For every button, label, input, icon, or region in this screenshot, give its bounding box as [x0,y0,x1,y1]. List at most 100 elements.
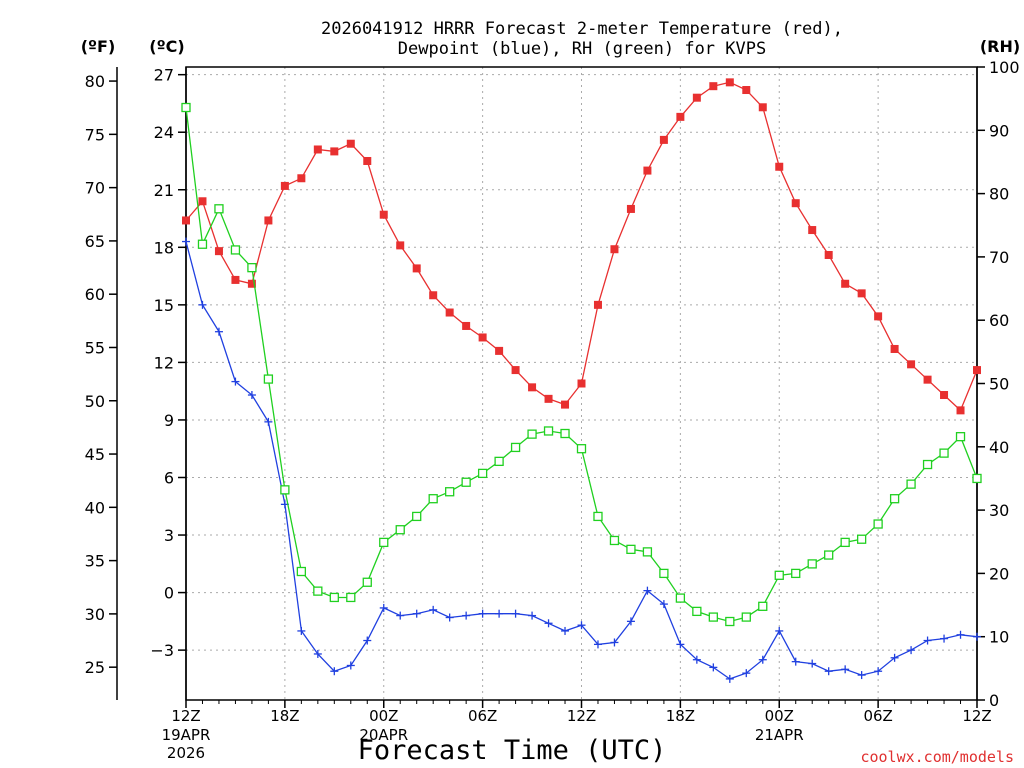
relative-humidity-point [560,428,570,439]
dewpoint-point [264,417,273,426]
relative-humidity-point [972,473,982,484]
relative-humidity-point [329,592,339,603]
rh-tick-label: 10 [989,628,1009,647]
temperature-point [857,289,866,298]
chart-title-line2: Dewpoint (blue), RH (green) for KVPS [398,39,766,59]
dewpoint-point [923,636,932,645]
temperature-point [824,250,833,259]
dewpoint-point [626,617,635,626]
x-tick-date-label: 20APR [359,726,408,744]
relative-humidity-point [692,606,702,617]
dewpoint-point [742,669,751,678]
temperature-point [198,197,207,206]
temperature-point [429,291,438,300]
fahrenheit-tick-label: 50 [85,392,105,411]
dewpoint-point [445,613,454,622]
temperature-point [808,226,817,235]
dewpoint-point [379,603,388,612]
dewpoint-point [544,619,553,628]
relative-humidity-point [280,485,290,495]
temperature-point [528,383,537,392]
relative-humidity-point [428,494,438,504]
temperature-point [297,174,306,183]
celsius-tick-label: −3 [150,641,174,660]
temperature-point [561,400,570,409]
relative-humidity-point [922,459,933,470]
dewpoint-point [874,667,883,676]
dewpoint-point [495,609,504,618]
temperature-point [214,247,223,256]
dewpoint-point [577,621,586,630]
temperature-point [676,112,685,121]
dewpoint-point [890,653,899,662]
x-tick-label: 06Z [863,707,892,725]
relative-humidity-point [856,534,867,544]
relative-humidity-point [214,204,224,214]
temperature-point [973,366,981,375]
rh-tick-label: 60 [989,311,1009,330]
rh-tick-label: 80 [989,185,1009,204]
celsius-unit-label: (ºC) [149,37,184,56]
relative-humidity-point [510,442,521,453]
fahrenheit-tick-label: 75 [85,125,105,144]
relative-humidity-point [527,429,537,439]
temperature-point [940,391,949,400]
temperature-point [841,279,850,288]
temperature-point [544,394,553,403]
temperature-point [478,333,487,342]
celsius-tick-label: 0 [164,584,174,603]
temperature-point [956,406,965,415]
temperature-point [363,156,372,165]
dewpoint-point [791,657,800,666]
x-tick-label: 00Z [369,707,398,725]
dewpoint-point [231,377,240,386]
relative-humidity-point [230,245,241,255]
x-tick-label: 12Z [567,707,596,725]
relative-humidity-point [873,519,883,529]
relative-humidity-point [445,487,455,497]
temperature-point [791,199,800,208]
dewpoint-point [313,649,322,658]
rh-tick-label: 70 [989,248,1009,267]
relative-humidity-point [379,537,389,548]
relative-humidity-point [576,444,587,454]
relative-humidity-point [477,468,488,479]
fahrenheit-tick-label: 80 [85,72,105,91]
fahrenheit-tick-label: 35 [85,552,105,571]
celsius-tick-label: 27 [154,66,174,85]
dewpoint-point [511,609,520,618]
relative-humidity-point [313,586,323,596]
dewpoint-point [775,626,784,635]
relative-humidity-point [774,570,784,580]
dewpoint-point [478,609,487,618]
relative-humidity-point [889,494,900,504]
temperature-point [610,245,619,254]
dewpoint-point [561,626,570,635]
relative-humidity-point [609,535,620,546]
temperature-point [280,181,289,190]
x-tick-label: 12Z [171,707,200,725]
celsius-tick-label: 12 [154,353,174,372]
temperature-point [643,166,652,175]
dewpoint-point [346,661,355,670]
temperature-point [264,216,273,225]
dewpoint-point [643,586,652,595]
x-tick-label: 00Z [765,707,794,725]
relative-humidity-point [939,448,949,458]
relative-humidity-point [197,239,208,249]
relative-humidity-point [263,374,274,384]
temperature-point [231,275,240,284]
rh-tick-label: 40 [989,438,1009,457]
dewpoint-point [182,237,190,246]
relative-humidity-point [791,568,801,579]
series [181,78,982,683]
relative-humidity-point [675,593,686,603]
rh-tick-label: 30 [989,501,1009,520]
dewpoint-point [857,671,866,680]
relative-humidity-point [593,511,603,522]
fahrenheit-tick-label: 25 [85,658,105,677]
temperature-point [346,139,355,148]
relative-humidity-point [824,550,834,560]
fahrenheit-tick-label: 30 [85,605,105,624]
